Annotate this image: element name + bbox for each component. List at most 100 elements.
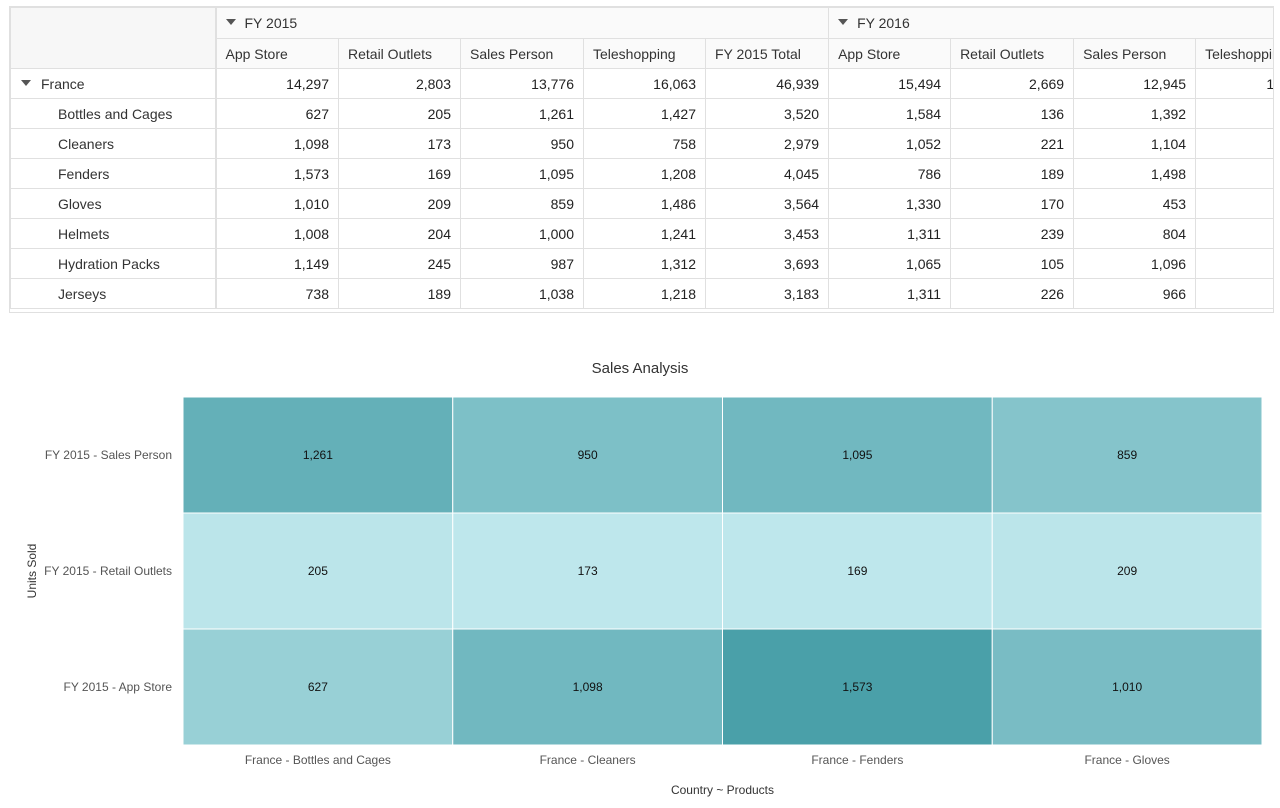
- pivot-row-label: Gloves: [58, 195, 102, 212]
- pivot-value-cell[interactable]: 3,453: [704, 218, 830, 249]
- collapse-caret-icon[interactable]: [838, 19, 849, 26]
- pivot-value-cell[interactable]: 1,038: [460, 278, 584, 309]
- pivot-row-label: France: [41, 75, 85, 92]
- pivot-value-cell[interactable]: 804: [1073, 218, 1197, 249]
- pivot-row-header: Helmets: [10, 218, 217, 249]
- pivot-row-label: Fenders: [58, 165, 110, 182]
- pivot-value-cell[interactable]: 209: [338, 188, 461, 219]
- heatmap-cell[interactable]: [991, 628, 1263, 746]
- chart-title: Sales Analysis: [591, 360, 689, 377]
- heatmap-cell[interactable]: [452, 512, 723, 630]
- pivot-row-label: Bottles and Cages: [58, 105, 173, 122]
- pivot-column-header[interactable]: FY 2015 Total: [704, 38, 830, 69]
- pivot-value-cell[interactable]: 786: [828, 158, 952, 189]
- pivot-value-cell[interactable]: 15,494: [828, 68, 952, 99]
- pivot-year-header-fy2015[interactable]: FY 2015: [214, 7, 830, 39]
- pivot-value-cell[interactable]: 3,693: [704, 248, 830, 279]
- heatmap-cell-label: 1,098: [573, 680, 603, 694]
- y-axis-tick-label: FY 2015 - Retail Outlets: [44, 564, 172, 578]
- y-axis-tick-label: FY 2015 - Sales Person: [45, 448, 172, 462]
- pivot-value-cell[interactable]: 1,392: [1073, 98, 1197, 129]
- heatmap-cell[interactable]: [182, 628, 454, 746]
- pivot-column-header[interactable]: Retail Outlets: [950, 38, 1075, 69]
- pivot-value-cell[interactable]: 1,065: [828, 248, 952, 279]
- pivot-value-cell[interactable]: 226: [950, 278, 1075, 309]
- x-axis-tick-label: France - Gloves: [1084, 753, 1169, 767]
- pivot-value-cell[interactable]: 1,584: [828, 98, 952, 129]
- pivot-value-cell[interactable]: 1,008: [215, 218, 339, 249]
- pivot-row: France 14,297 2,803 13,776 16,063 46,939 15,49…: [10, 68, 1273, 99]
- heatmap-cell-label: 950: [578, 448, 598, 462]
- pivot-value-cell[interactable]: 738: [215, 278, 339, 309]
- collapse-caret-icon[interactable]: [21, 79, 31, 86]
- pivot-value-cell[interactable]: 966: [1073, 278, 1197, 309]
- pivot-value-cell[interactable]: 1,000: [460, 218, 584, 249]
- pivot-column-header[interactable]: Sales Person: [1073, 38, 1197, 69]
- pivot-row-header: Cleaners: [10, 128, 217, 159]
- heatmap-cell-label: 173: [578, 564, 598, 578]
- pivot-value-cell[interactable]: 3,183: [704, 278, 830, 309]
- pivot-value-cell[interactable]: 173: [338, 128, 461, 159]
- heatmap-cell-label: 627: [308, 680, 328, 694]
- pivot-value-cell[interactable]: [1195, 278, 1273, 309]
- pivot-value-cell[interactable]: 3,520: [704, 98, 830, 129]
- pivot-row-label: Helmets: [58, 225, 110, 242]
- pivot-row-header: Fenders: [10, 158, 217, 189]
- pivot-column-header[interactable]: App Store: [215, 38, 339, 69]
- heatmap-cell[interactable]: [452, 628, 723, 746]
- pivot-row-header: Bottles and Cages: [10, 98, 217, 129]
- heatmap-cell[interactable]: [722, 628, 993, 746]
- pivot-value-cell[interactable]: 4,045: [704, 158, 830, 189]
- pivot-row: Hydration Packs 1,149 245 987 1,312 3,693 1,06…: [10, 248, 1273, 279]
- heatmap-cell[interactable]: [182, 512, 454, 630]
- pivot-corner-cell: [10, 7, 217, 69]
- pivot-value-cell[interactable]: 1,311: [828, 278, 952, 309]
- pivot-value-cell[interactable]: 1,218: [583, 278, 706, 309]
- pivot-value-cell[interactable]: 859: [460, 188, 584, 219]
- pivot-value-cell[interactable]: 1,312: [583, 248, 706, 279]
- pivot-value-cell[interactable]: 1,104: [1073, 128, 1197, 159]
- pivot-row-header-group[interactable]: France: [10, 68, 217, 99]
- collapse-caret-icon[interactable]: [225, 19, 236, 26]
- x-axis-tick-label: France - Bottles and Cages: [245, 753, 391, 767]
- heatmap-cell[interactable]: [722, 396, 993, 514]
- pivot-value-cell[interactable]: 239: [950, 218, 1075, 249]
- pivot-value-cell[interactable]: 1,095: [460, 158, 584, 189]
- pivot-value-cell[interactable]: 189: [950, 158, 1075, 189]
- pivot-value-cell[interactable]: [1195, 158, 1273, 189]
- pivot-value-cell[interactable]: 12,945: [1073, 68, 1197, 99]
- pivot-value-cell[interactable]: 1,098: [215, 128, 339, 159]
- x-axis-tick-label: France - Cleaners: [540, 753, 636, 767]
- x-axis-title: Country ~ Products: [671, 783, 774, 797]
- pivot-column-header[interactable]: Retail Outlets: [338, 38, 461, 69]
- pivot-value-cell[interactable]: [1195, 98, 1273, 129]
- pivot-value-cell[interactable]: 1,427: [583, 98, 706, 129]
- pivot-value-cell[interactable]: 2,669: [950, 68, 1075, 99]
- pivot-row-header: Jerseys: [10, 278, 217, 309]
- heatmap-cell[interactable]: [991, 396, 1263, 514]
- pivot-value-cell[interactable]: 205: [338, 98, 461, 129]
- heatmap-cell-label: 205: [308, 564, 328, 578]
- pivot-value-cell[interactable]: 950: [460, 128, 584, 159]
- heatmap-cell[interactable]: [991, 512, 1263, 630]
- pivot-column-header[interactable]: App Store: [828, 38, 952, 69]
- pivot-value-cell[interactable]: 169: [338, 158, 461, 189]
- pivot-value-cell[interactable]: 189: [338, 278, 461, 309]
- pivot-row: Fenders 1,573 169 1,095 1,208 4,045 786 189 1,49…: [10, 158, 1273, 189]
- pivot-value-cell[interactable]: 1,261: [460, 98, 584, 129]
- pivot-column-header[interactable]: Teleshopping: [1195, 38, 1273, 69]
- pivot-row-label: Cleaners: [58, 135, 115, 152]
- pivot-row: Helmets 1,008 204 1,000 1,241 3,453 1,311 239 80…: [10, 218, 1273, 249]
- heatmap-cell-label: 209: [1117, 564, 1137, 578]
- pivot-value-cell[interactable]: 1,311: [828, 218, 952, 249]
- pivot-value-cell[interactable]: 14,297: [215, 68, 339, 99]
- pivot-row: Jerseys 738 189 1,038 1,218 3,183 1,311 226 966: [10, 278, 1273, 309]
- pivot-row-label: Jerseys: [58, 285, 107, 302]
- pivot-value-cell[interactable]: 46,939: [704, 68, 830, 99]
- pivot-column-header[interactable]: Sales Person: [460, 38, 584, 69]
- pivot-column-header[interactable]: Teleshopping: [583, 38, 706, 69]
- pivot-value-cell[interactable]: 221: [950, 128, 1075, 159]
- pivot-row-header: Gloves: [10, 188, 217, 219]
- pivot-grid[interactable]: FY 2015 FY 2016 App Store Retail Outlets S…: [9, 6, 1274, 313]
